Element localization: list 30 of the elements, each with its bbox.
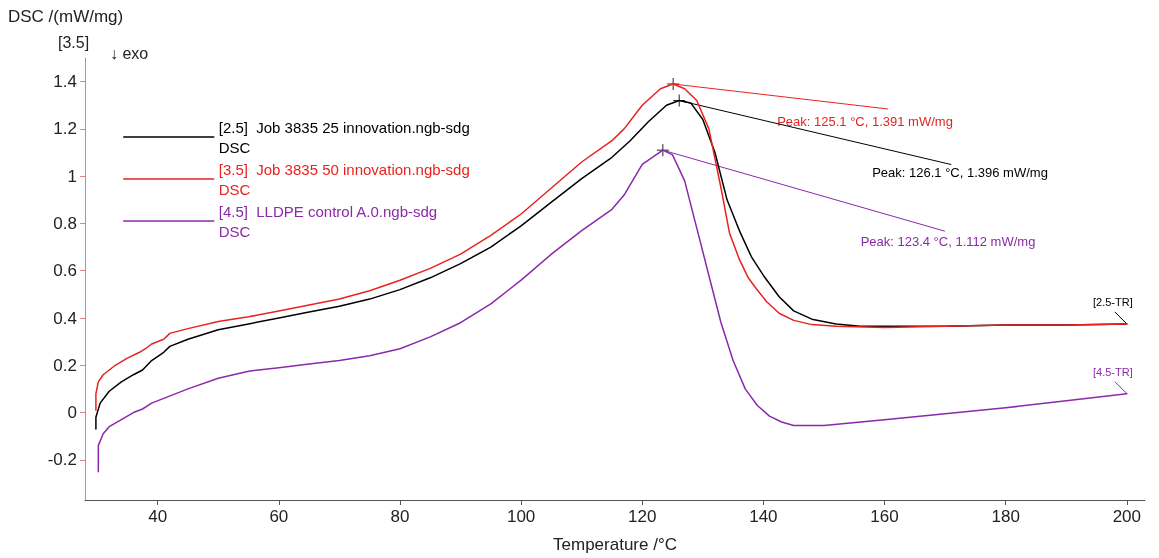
x-tick-label: 40 [148, 507, 168, 526]
x-tick-label: 200 [1112, 507, 1142, 526]
annotation: [2.5-TR] [1092, 295, 1133, 308]
y-tick-label: -0.2 [47, 450, 77, 470]
x-tick-label: 180 [991, 507, 1020, 526]
y-tick-label: 1.2 [53, 119, 77, 139]
text: [2.5] Job 3835 25 innovation.ngb-sdg DSC [218, 118, 470, 156]
x-tick-label: 80 [390, 507, 410, 526]
y-tick-label: 0.4 [53, 308, 77, 328]
annotation: [4.5-TR] [1092, 365, 1133, 378]
text: [3.5] [58, 33, 90, 51]
y-tick-label: 0.8 [53, 213, 77, 233]
annotation: Peak: 126.1 °C, 1.396 mW/mg [872, 164, 1048, 180]
y-tick-label: 1.4 [53, 72, 77, 92]
y-tick-label: 0.6 [53, 261, 77, 281]
y-axis-title: DSC /(mW/mg) [8, 7, 124, 26]
y-tick-label: 1 [67, 166, 77, 186]
y-tick-label: 0.2 [53, 355, 77, 375]
y-tick-label: 0 [67, 403, 77, 423]
x-tick-label: 140 [749, 507, 778, 526]
x-axis-title: Temperature /°C [553, 535, 677, 554]
text: [4.5] LLDPE control A.0.ngb-sdg DSC [218, 202, 438, 240]
annotation: ↓ exo [110, 44, 149, 62]
x-tick-label: 160 [870, 507, 899, 526]
annotation: Peak: 125.1 °C, 1.391 mW/mg [777, 113, 953, 129]
x-tick-label: 100 [506, 507, 536, 526]
annotation: Peak: 123.4 °C, 1.112 mW/mg [860, 233, 1036, 249]
text: [3.5] Job 3835 50 innovation.ngb-sdg DSC [218, 160, 470, 198]
x-tick-label: 60 [269, 507, 289, 526]
x-tick-label: 120 [628, 507, 657, 526]
